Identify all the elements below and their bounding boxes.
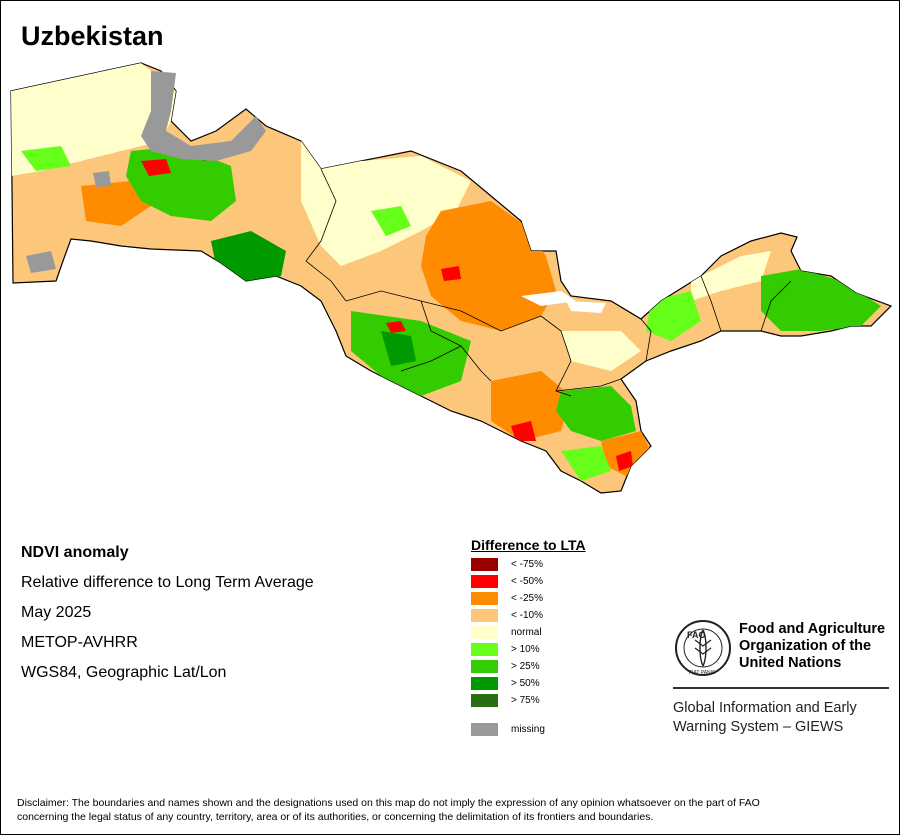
legend-label: < -50% <box>511 576 543 587</box>
positive-area-termez <box>561 446 611 481</box>
missing-area-aral-sea <box>141 71 266 161</box>
positive-area-kyzylkum-spot <box>371 206 411 236</box>
negative-area-kashkadarya <box>491 371 571 441</box>
info-projection: WGS84, Geographic Lat/Lon <box>21 664 227 681</box>
normal-area-fergana <box>691 251 771 301</box>
strong-negative-spot-navoi <box>441 266 461 281</box>
legend-label: normal <box>511 627 542 638</box>
positive-area-karakalpak-west <box>21 146 71 171</box>
legend-label: < -75% <box>511 559 543 570</box>
legend-swatch <box>471 723 498 736</box>
normal-area-south <box>561 331 641 371</box>
positive-area-fergana-valley <box>761 269 881 331</box>
legend-swatch <box>471 643 498 656</box>
legend-label: > 10% <box>511 644 540 655</box>
strong-negative-spot-samarkand <box>386 321 406 333</box>
legend-swatch <box>471 677 498 690</box>
fao-name-line3: United Nations <box>739 655 842 671</box>
giews-line1: Global Information and Early <box>673 700 857 716</box>
legend-label: < -25% <box>511 593 543 604</box>
admin-boundaries <box>305 168 792 397</box>
legend-label: > 25% <box>511 661 540 672</box>
strong-negative-spot-south <box>511 421 536 441</box>
ndvi-anomaly-map <box>10 62 893 494</box>
fao-logo-letter-f: FAO <box>687 630 706 640</box>
giews-line2: Warning System – GIEWS <box>673 719 844 735</box>
missing-area-sarykamysh <box>26 251 56 273</box>
disclaimer: Disclaimer: The boundaries and names sho… <box>17 796 887 824</box>
disclaimer-line1: Disclaimer: The boundaries and names sho… <box>17 797 760 809</box>
legend-label: > 75% <box>511 695 540 706</box>
fao-logo-icon: FAO FIAT PANIS <box>675 620 731 676</box>
legend-swatch <box>471 626 498 639</box>
negative-area-west <box>81 181 151 226</box>
legend-label: > 50% <box>511 678 540 689</box>
negative-area-navoi <box>421 201 556 331</box>
fao-logo-motto: FIAT PANIS <box>689 670 716 676</box>
normal-area-kyzylkum <box>301 141 471 266</box>
positive-area-zarafshan <box>381 331 416 366</box>
info-date: May 2025 <box>21 604 92 621</box>
info-description: Relative difference to Long Term Average <box>21 574 314 591</box>
positive-area-tashkent <box>646 291 701 341</box>
legend-label: < -10% <box>511 610 543 621</box>
legend-swatch <box>471 609 498 622</box>
positive-area-south-east <box>556 386 636 441</box>
missing-area-west-lake <box>93 171 111 187</box>
map-title: Uzbekistan <box>21 21 164 51</box>
legend-label: missing <box>511 724 545 735</box>
map-legend: Difference to LTA < -75% < -50% < -25% < -1… <box>471 537 586 736</box>
positive-area-khorezm <box>211 231 286 281</box>
fao-organization-name: Food and Agriculture Organization of the… <box>739 621 899 672</box>
giews-name: Global Information and Early Warning Sys… <box>673 699 893 737</box>
legend-swatch <box>471 660 498 673</box>
legend-swatch <box>471 694 498 707</box>
legend-swatch <box>471 575 498 588</box>
map-info: NDVI anomaly Relative difference to Long… <box>21 543 314 693</box>
legend-swatch <box>471 592 498 605</box>
strong-negative-spot-aral <box>141 159 171 176</box>
salt-flat-area <box>521 291 576 306</box>
fao-divider <box>673 687 889 689</box>
info-sensor: METOP-AVHRR <box>21 634 138 651</box>
fao-name-line1: Food and Agriculture <box>739 621 886 637</box>
legend-title: Difference to LTA <box>471 537 586 553</box>
strong-negative-spot-surkhandarya <box>616 451 633 471</box>
salt-flat-area-2 <box>566 301 606 313</box>
disclaimer-line2: concerning the legal status of any count… <box>17 811 654 823</box>
legend-swatch <box>471 558 498 571</box>
info-heading: NDVI anomaly <box>21 544 129 561</box>
fao-name-line2: Organization of the <box>739 638 872 654</box>
